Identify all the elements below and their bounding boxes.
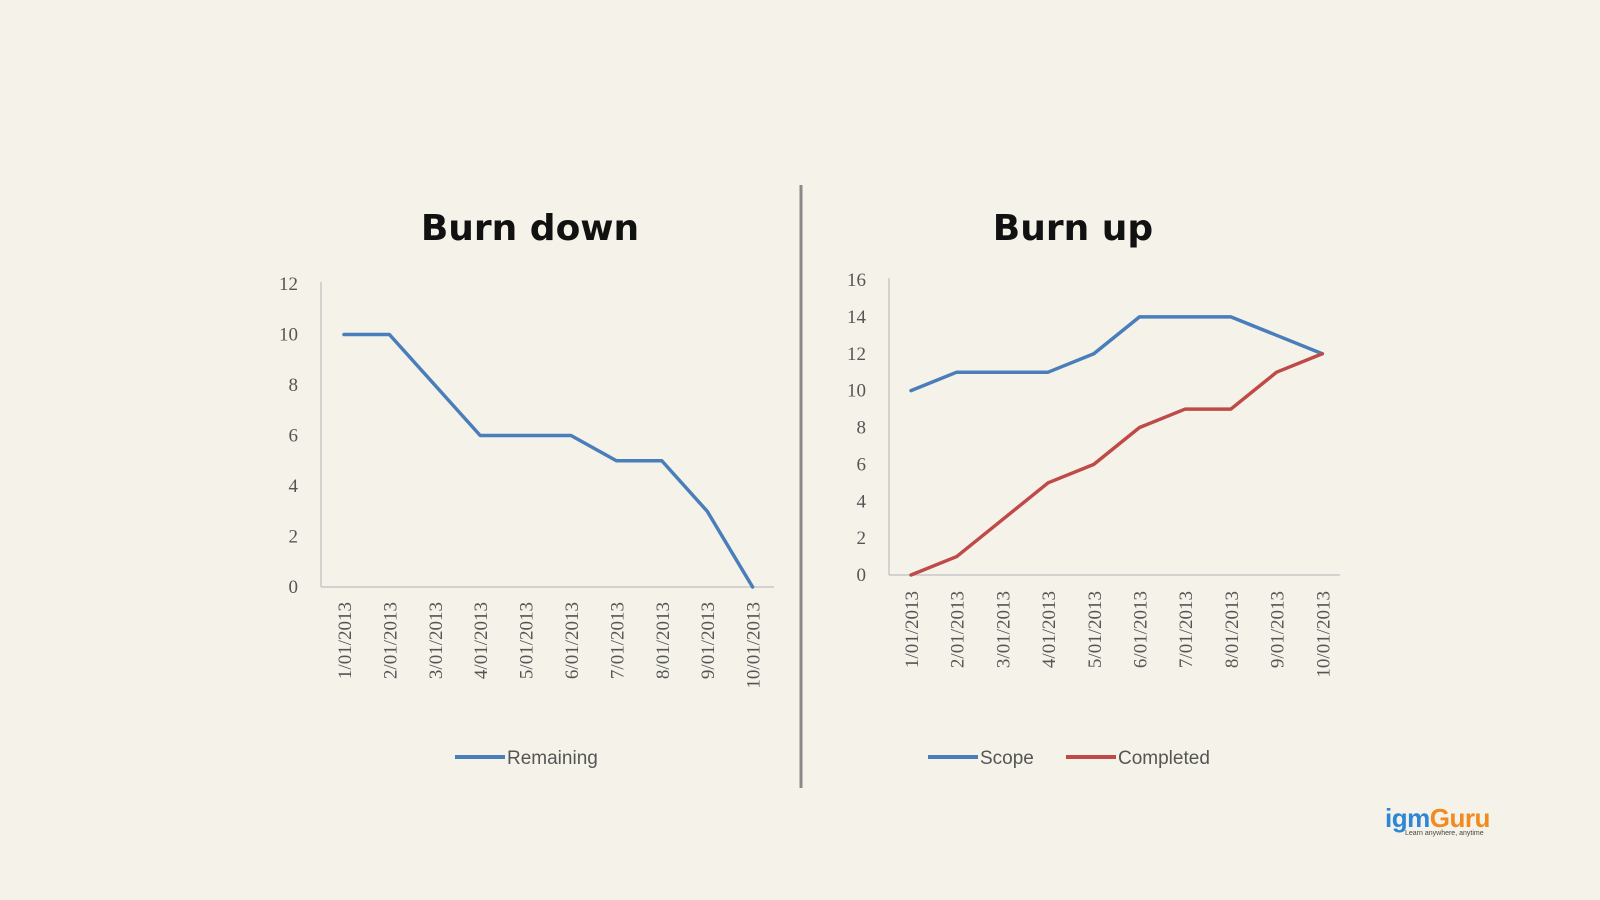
y-tick-label: 2 xyxy=(289,527,299,548)
x-tick-label: 5/01/2013 xyxy=(517,602,538,679)
logo-tagline: Learn anywhere, anytime xyxy=(1405,830,1484,837)
x-tick-label: 1/01/2013 xyxy=(902,591,923,668)
x-tick-label: 2/01/2013 xyxy=(380,602,401,679)
y-tick-label: 0 xyxy=(857,565,867,586)
series-line-completed xyxy=(909,352,1325,577)
x-tick-label: 8/01/2013 xyxy=(1222,591,1243,668)
y-tick-label: 4 xyxy=(857,491,867,512)
burn-up-chart: Burn up 0 2 4 6 8 10 12 14 16 1/01/2013 2/01/2013 3/… xyxy=(847,208,1340,769)
y-tick-label: 2 xyxy=(857,528,867,549)
x-tick-label: 2/01/2013 xyxy=(948,591,969,668)
x-tick-label: 6/01/2013 xyxy=(1131,591,1152,668)
x-tick-label: 1/01/2013 xyxy=(335,602,356,679)
series-line-remaining xyxy=(342,332,755,589)
y-tick-label: 10 xyxy=(279,325,298,346)
x-tick-label: 4/01/2013 xyxy=(471,602,492,679)
logo-wordmark: igmGuru xyxy=(1385,803,1490,833)
chart-title: Burn down xyxy=(421,208,639,249)
x-tick-label: 10/01/2013 xyxy=(1313,591,1334,678)
x-tick-label: 8/01/2013 xyxy=(653,602,674,679)
series-line-scope xyxy=(909,315,1325,393)
igmguru-logo: igmGuru Learn anywhere, anytime xyxy=(1385,805,1490,837)
y-tick-label: 8 xyxy=(289,375,299,396)
x-tick-label: 7/01/2013 xyxy=(1176,591,1197,668)
x-tick-label: 6/01/2013 xyxy=(562,602,583,679)
x-tick-label: 3/01/2013 xyxy=(426,602,447,679)
y-tick-label: 0 xyxy=(289,577,299,598)
y-tick-label: 14 xyxy=(847,307,867,328)
legend-label-completed: Completed xyxy=(1118,748,1210,769)
legend-label-scope: Scope xyxy=(980,748,1034,769)
y-tick-label: 8 xyxy=(857,418,867,439)
x-tick-label: 7/01/2013 xyxy=(607,602,628,679)
x-tick-label: 10/01/2013 xyxy=(744,602,765,689)
y-tick-label: 12 xyxy=(847,344,866,365)
burn-down-chart: Burn down 0 2 4 6 8 10 12 1/01/2013 2/01/2013 3/01… xyxy=(279,208,774,769)
legend-label-remaining: Remaining xyxy=(507,748,598,769)
x-tick-label: 9/01/2013 xyxy=(698,602,719,679)
chart-title: Burn up xyxy=(993,208,1153,249)
y-tick-label: 6 xyxy=(289,426,299,447)
y-tick-label: 6 xyxy=(857,454,867,475)
x-tick-label: 4/01/2013 xyxy=(1039,591,1060,668)
y-tick-label: 10 xyxy=(847,381,866,402)
x-tick-label: 3/01/2013 xyxy=(993,591,1014,668)
x-tick-label: 5/01/2013 xyxy=(1085,591,1106,668)
x-tick-label: 9/01/2013 xyxy=(1268,591,1289,668)
y-tick-label: 16 xyxy=(847,270,866,291)
y-tick-label: 12 xyxy=(279,274,298,295)
y-tick-label: 4 xyxy=(289,476,299,497)
